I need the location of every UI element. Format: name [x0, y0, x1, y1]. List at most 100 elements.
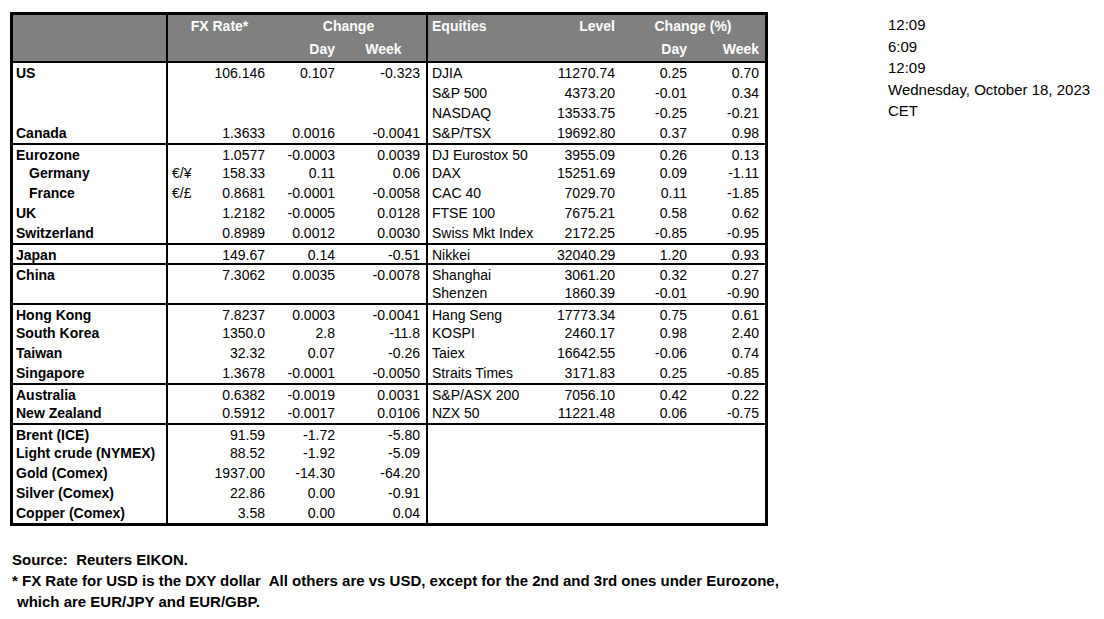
- fx-rate-cell: 1.2182: [199, 203, 271, 223]
- equity-day-change-cell: 1.20: [621, 245, 693, 263]
- currency-pair-cell: [166, 403, 199, 423]
- equity-day-change-cell: -0.01: [621, 83, 693, 103]
- equity-name-cell: Swiss Mkt Index: [426, 223, 557, 243]
- header-empty-cell: [13, 38, 166, 61]
- country-cell: [13, 103, 166, 123]
- fx-day-change-cell: -0.0001: [271, 183, 341, 203]
- country-cell: Switzerland: [13, 223, 166, 243]
- fx-rate-cell: 0.8681: [199, 183, 271, 203]
- equity-week-change-cell: [693, 503, 765, 523]
- equity-level-cell: 17773.34: [557, 305, 621, 323]
- header-fx-change: Change: [271, 15, 426, 38]
- country-cell: UK: [13, 203, 166, 223]
- fx-rate-cell: 1.3678: [199, 363, 271, 383]
- currency-pair-cell: [166, 83, 199, 103]
- fx-rate-cell: 7.3062: [199, 265, 271, 283]
- equity-level-cell: 3061.20: [557, 265, 621, 283]
- country-cell: South Korea: [13, 323, 166, 343]
- fx-day-change-cell: -1.92: [271, 443, 341, 463]
- currency-pair-cell: [166, 245, 199, 263]
- local-time-1: 12:09: [888, 14, 1090, 36]
- fx-week-change-cell: 0.04: [341, 503, 426, 523]
- equity-name-cell: [426, 483, 557, 503]
- equity-level-cell: 7029.70: [557, 183, 621, 203]
- currency-pair-cell: [166, 443, 199, 463]
- fx-week-change-cell: -0.51: [341, 245, 426, 263]
- header-fx-day: Day: [271, 38, 341, 61]
- equity-level-cell: 13533.75: [557, 103, 621, 123]
- fx-week-change-cell: -0.0041: [341, 305, 426, 323]
- fx-rate-cell: 1350.0: [199, 323, 271, 343]
- fx-rate-cell: 1.0577: [199, 145, 271, 163]
- header-empty-cell: [426, 38, 557, 61]
- country-cell: Copper (Comex): [13, 503, 166, 523]
- equity-day-change-cell: [621, 503, 693, 523]
- table-row: US106.1460.107-0.323DJIA11270.740.250.70: [13, 63, 765, 83]
- country-cell: Canada: [13, 123, 166, 143]
- fx-rate-cell: 91.59: [199, 425, 271, 443]
- currency-pair-cell: [166, 483, 199, 503]
- country-cell: Singapore: [13, 363, 166, 383]
- equity-name-cell: S&P/TSX: [426, 123, 557, 143]
- equity-week-change-cell: -0.90: [693, 283, 765, 303]
- source-note: Source: Reuters EIKON.: [12, 549, 779, 570]
- equity-day-change-cell: 0.42: [621, 385, 693, 403]
- fx-week-change-cell: [341, 83, 426, 103]
- fx-day-change-cell: -14.30: [271, 463, 341, 483]
- equity-week-change-cell: 0.34: [693, 83, 765, 103]
- equity-level-cell: [557, 483, 621, 503]
- table-row: S&P 5004373.20-0.010.34: [13, 83, 765, 103]
- header-empty-cell: [166, 38, 271, 61]
- equity-week-change-cell: 0.70: [693, 63, 765, 83]
- equity-week-change-cell: 0.61: [693, 305, 765, 323]
- equity-day-change-cell: [621, 463, 693, 483]
- equity-day-change-cell: 0.75: [621, 305, 693, 323]
- currency-pair-cell: [166, 463, 199, 483]
- equity-name-cell: NASDAQ: [426, 103, 557, 123]
- equity-day-change-cell: 0.25: [621, 363, 693, 383]
- table-row: Brent (ICE)91.59-1.72-5.80: [13, 423, 765, 443]
- equity-level-cell: 1860.39: [557, 283, 621, 303]
- fx-rate-cell: 1937.00: [199, 463, 271, 483]
- fx-day-change-cell: 0.00: [271, 503, 341, 523]
- header-row-1: FX Rate* Change Equities Level Change (%…: [13, 15, 765, 38]
- equity-day-change-cell: -0.06: [621, 343, 693, 363]
- fx-rate-cell: [199, 283, 271, 303]
- fx-rate-cell: 0.6382: [199, 385, 271, 403]
- table-row: New Zealand0.5912-0.00170.0106NZX 501122…: [13, 403, 765, 423]
- equity-level-cell: [557, 425, 621, 443]
- equity-week-change-cell: -1.11: [693, 163, 765, 183]
- equity-week-change-cell: [693, 483, 765, 503]
- currency-pair-cell: [166, 145, 199, 163]
- equity-name-cell: Taiex: [426, 343, 557, 363]
- equity-day-change-cell: [621, 425, 693, 443]
- fx-day-change-cell: -0.0005: [271, 203, 341, 223]
- equity-day-change-cell: 0.06: [621, 403, 693, 423]
- table-row: Taiwan32.320.07-0.26Taiex16642.55-0.060.…: [13, 343, 765, 363]
- equity-week-change-cell: -1.85: [693, 183, 765, 203]
- fx-week-change-cell: -11.8: [341, 323, 426, 343]
- table-row: Switzerland0.89890.00120.0030Swiss Mkt I…: [13, 223, 765, 243]
- fx-week-change-cell: 0.0128: [341, 203, 426, 223]
- fx-rate-cell: 149.67: [199, 245, 271, 263]
- equity-level-cell: 32040.29: [557, 245, 621, 263]
- equity-week-change-cell: [693, 425, 765, 443]
- equity-name-cell: Straits Times: [426, 363, 557, 383]
- equity-day-change-cell: 0.37: [621, 123, 693, 143]
- fx-rate-cell: 1.3633: [199, 123, 271, 143]
- fx-day-change-cell: -0.0001: [271, 363, 341, 383]
- local-time-3: 12:09: [888, 57, 1090, 79]
- fx-day-change-cell: -0.0017: [271, 403, 341, 423]
- equity-week-change-cell: 0.98: [693, 123, 765, 143]
- fx-week-change-cell: 0.0030: [341, 223, 426, 243]
- equity-week-change-cell: 0.62: [693, 203, 765, 223]
- fx-rate-cell: 88.52: [199, 443, 271, 463]
- currency-pair-cell: €/£: [166, 183, 199, 203]
- equity-week-change-cell: -0.85: [693, 363, 765, 383]
- equity-name-cell: [426, 503, 557, 523]
- equity-week-change-cell: 0.74: [693, 343, 765, 363]
- equity-name-cell: KOSPI: [426, 323, 557, 343]
- fx-day-change-cell: -1.72: [271, 425, 341, 443]
- equity-level-cell: 4373.20: [557, 83, 621, 103]
- equity-week-change-cell: -0.75: [693, 403, 765, 423]
